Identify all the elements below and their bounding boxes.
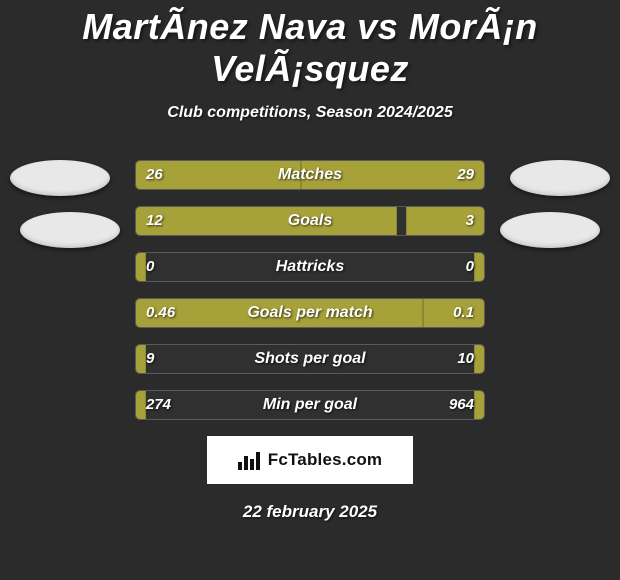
stat-row-hattricks: 0 Hattricks 0 [135,252,485,282]
stat-row-goals: 12 Goals 3 [135,206,485,236]
comparison-chart: 26 Matches 29 12 Goals 3 0 Hattricks 0 0… [0,160,620,522]
stat-label: Goals [136,207,484,235]
player-right-avatar-bottom [500,212,600,248]
logo-text: FcTables.com [268,450,383,470]
value-right: 0.1 [453,299,474,327]
stat-label: Goals per match [136,299,484,327]
value-right: 0 [466,253,474,281]
player-right-avatar-top [510,160,610,196]
bar-chart-icon [238,450,262,470]
value-right: 3 [466,207,474,235]
player-left-avatar-bottom [20,212,120,248]
player-left-avatar-top [10,160,110,196]
stat-bars: 26 Matches 29 12 Goals 3 0 Hattricks 0 0… [135,160,485,420]
stat-row-matches: 26 Matches 29 [135,160,485,190]
stat-row-goals-per-match: 0.46 Goals per match 0.1 [135,298,485,328]
value-right: 964 [449,391,474,419]
value-right: 10 [457,345,474,373]
stat-row-shots-per-goal: 9 Shots per goal 10 [135,344,485,374]
snapshot-date: 22 february 2025 [0,502,620,522]
stat-label: Min per goal [136,391,484,419]
stat-label: Shots per goal [136,345,484,373]
stat-label: Matches [136,161,484,189]
page-title: MartÃ­nez Nava vs MorÃ¡n VelÃ¡squez [0,0,620,90]
fctables-logo: FcTables.com [207,436,413,484]
page-subtitle: Club competitions, Season 2024/2025 [0,104,620,122]
stat-row-min-per-goal: 274 Min per goal 964 [135,390,485,420]
stat-label: Hattricks [136,253,484,281]
value-right: 29 [457,161,474,189]
